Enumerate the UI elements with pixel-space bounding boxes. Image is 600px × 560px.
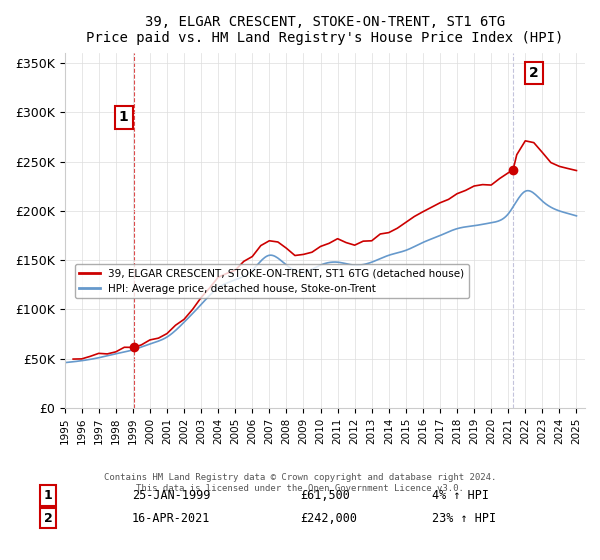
Text: 1: 1 xyxy=(44,489,52,502)
Text: 1: 1 xyxy=(119,110,128,124)
Text: Contains HM Land Registry data © Crown copyright and database right 2024.
This d: Contains HM Land Registry data © Crown c… xyxy=(104,473,496,493)
Text: £242,000: £242,000 xyxy=(300,511,357,525)
Text: 2: 2 xyxy=(44,511,52,525)
Text: 2: 2 xyxy=(529,66,539,80)
Text: £61,500: £61,500 xyxy=(300,489,350,502)
Title: 39, ELGAR CRESCENT, STOKE-ON-TRENT, ST1 6TG
Price paid vs. HM Land Registry's Ho: 39, ELGAR CRESCENT, STOKE-ON-TRENT, ST1 … xyxy=(86,15,563,45)
Legend: 39, ELGAR CRESCENT, STOKE-ON-TRENT, ST1 6TG (detached house), HPI: Average price: 39, ELGAR CRESCENT, STOKE-ON-TRENT, ST1 … xyxy=(75,264,469,298)
Text: 25-JAN-1999: 25-JAN-1999 xyxy=(132,489,211,502)
Text: 16-APR-2021: 16-APR-2021 xyxy=(132,511,211,525)
Text: 4% ↑ HPI: 4% ↑ HPI xyxy=(432,489,489,502)
Text: 23% ↑ HPI: 23% ↑ HPI xyxy=(432,511,496,525)
